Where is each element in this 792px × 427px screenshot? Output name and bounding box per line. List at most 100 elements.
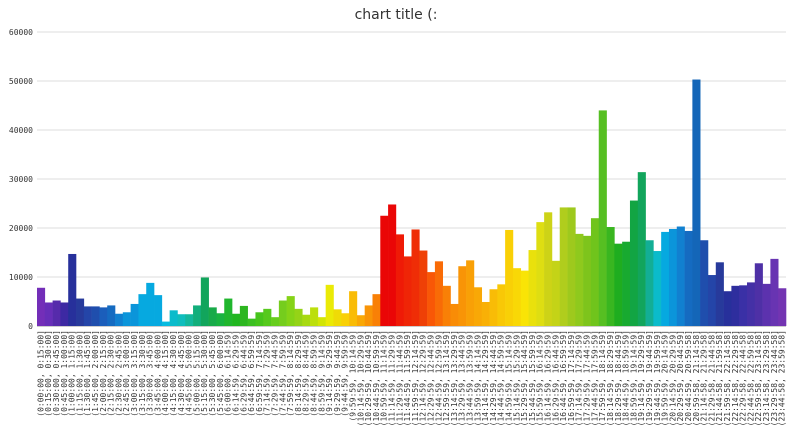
- x-tick-label: (12:14:59, 12:29:59]: [419, 330, 428, 426]
- x-tick-label: (16:14:59, 16:29:59]: [544, 330, 553, 426]
- x-tick-label: (10:44:59, 10:59:59]: [372, 330, 381, 426]
- bar: [434, 261, 444, 326]
- bar: [169, 310, 178, 326]
- x-tick-label: (9:29:59, 9:44:59]: [333, 330, 342, 417]
- x-tick-label: (3:00:00, 3:15:00]: [130, 330, 139, 417]
- x-tick-label: (13:59:59, 14:14:59]: [473, 330, 482, 426]
- x-tick-label: (11:44:59, 11:59:59]: [403, 330, 412, 426]
- x-tick-label: (18:44:59, 18:59:59]: [622, 330, 631, 426]
- bar: [380, 215, 389, 326]
- bar: [99, 307, 108, 326]
- x-tick-label: (1:30:00, 1:45:00]: [83, 330, 92, 417]
- chart-title: chart title (:: [355, 7, 438, 23]
- x-tick-label: (12:29:59, 12:44:59]: [427, 330, 436, 426]
- x-tick-label: (15:14:59, 15:29:59]: [512, 330, 521, 426]
- bar: [661, 231, 670, 326]
- bar: [606, 227, 615, 326]
- bar: [115, 313, 124, 326]
- x-tick-label: (5:30:00, 5:45:00]: [208, 330, 217, 417]
- x-tick-label: (10:59:59, 11:14:59]: [380, 330, 389, 426]
- bar: [450, 303, 459, 326]
- bar: [575, 233, 584, 326]
- x-tick-label: (15:59:59, 16:14:59]: [536, 330, 545, 426]
- x-tick-label: (4:45:00, 5:00:00]: [185, 330, 194, 417]
- bar: [466, 260, 475, 326]
- bar: [419, 250, 428, 326]
- x-tick-label: (22:14:58, 22:29:58]: [731, 330, 740, 426]
- bar: [83, 306, 92, 326]
- bar: [154, 295, 163, 326]
- x-tick-label: (4:30:00, 4:45:00]: [177, 330, 186, 417]
- bar: [731, 285, 740, 326]
- x-tick-label: (8:44:59, 8:59:59]: [309, 330, 318, 417]
- x-tick-label: (13:29:59, 13:44:59]: [458, 330, 467, 426]
- bar: [473, 287, 483, 326]
- bar: [629, 200, 639, 326]
- x-tick-label: (2:30:00, 2:45:00]: [114, 330, 123, 417]
- x-tick-label: (10:14:59, 10:29:59]: [356, 330, 365, 426]
- x-tick-label: (1:00:00, 1:15:00]: [68, 330, 77, 417]
- bar: [372, 294, 381, 326]
- bar: [653, 251, 662, 326]
- x-tick-label: (9:44:59, 9:59:59]: [341, 330, 350, 417]
- bar: [489, 289, 498, 326]
- x-tick-label: (0:45:00, 1:00:00]: [60, 330, 69, 417]
- y-tick-label: 50000: [9, 77, 33, 86]
- x-tick-label: (17:44:59, 17:59:59]: [590, 330, 599, 426]
- bar: [676, 226, 685, 326]
- x-tick-label: (11:59:59, 12:14:59]: [411, 330, 420, 426]
- bar: [746, 282, 756, 326]
- x-tick-label: (14:44:59, 14:59:59]: [497, 330, 506, 426]
- bar: [739, 285, 748, 326]
- bar: [310, 307, 319, 326]
- bar: [364, 305, 373, 326]
- x-tick-label: (16:44:59, 16:59:59]: [559, 330, 568, 426]
- bar: [544, 212, 553, 326]
- x-tick-label: (19:44:59, 19:59:59]: [653, 330, 662, 426]
- x-tick-label: (20:29:59, 20:44:59]: [676, 330, 685, 426]
- x-tick-label: (9:14:59, 9:29:59]: [325, 330, 334, 417]
- x-tick-label: (20:14:59, 20:29:59]: [668, 330, 677, 426]
- x-tick-label: (16:29:59, 16:44:59]: [551, 330, 560, 426]
- x-tick-label: (4:00:00, 4:15:00]: [161, 330, 170, 417]
- x-tick-label: (17:29:59, 17:44:59]: [583, 330, 592, 426]
- x-tick-label: (5:00:00, 5:15:00]: [192, 330, 201, 417]
- x-tick-label: (18:29:59, 18:44:59]: [614, 330, 623, 426]
- y-tick-label: 10000: [9, 273, 33, 282]
- bar: [598, 110, 607, 327]
- x-tick-label: (18:59:59, 19:14:59]: [629, 330, 638, 426]
- x-tick-label: (17:14:59, 17:29:59]: [575, 330, 584, 426]
- bar: [427, 272, 436, 326]
- x-tick-label: (15:44:59, 15:59:59]: [528, 330, 537, 426]
- x-tick-label: (16:59:59, 17:14:59]: [567, 330, 576, 426]
- x-tick-label: (7:14:59, 7:29:59]: [263, 330, 272, 417]
- bar: [44, 302, 53, 326]
- x-tick-label: (2:45:00, 3:00:00]: [122, 330, 131, 417]
- bar: [200, 277, 209, 326]
- x-tick-label: (2:15:00, 2:30:00]: [107, 330, 116, 417]
- bar: [278, 300, 287, 326]
- x-tick-label: (11:29:59, 11:44:59]: [395, 330, 404, 426]
- bar: [161, 321, 170, 326]
- bar: [528, 250, 537, 326]
- bar: [146, 282, 155, 326]
- bar: [403, 256, 412, 326]
- bar: [551, 260, 561, 326]
- bar: [247, 318, 256, 326]
- bar: [442, 285, 451, 326]
- bar: [622, 241, 631, 326]
- bar: [770, 258, 779, 326]
- x-tick-label: (6:59:59, 7:14:59]: [255, 330, 264, 417]
- x-tick-label: (6:29:59, 6:44:59]: [239, 330, 248, 417]
- x-tick-label: (14:14:59, 14:29:59]: [481, 330, 490, 426]
- bar: [567, 207, 576, 326]
- bar: [130, 303, 139, 326]
- x-tick-label: (10:29:59, 10:44:59]: [364, 330, 373, 426]
- bar: [239, 305, 248, 326]
- x-tick-label: (4:15:00, 4:30:00]: [169, 330, 178, 417]
- x-tick-label: (9:59:59, 10:14:59]: [348, 330, 357, 422]
- bar: [294, 308, 303, 326]
- y-tick-label: 20000: [9, 224, 33, 233]
- x-tick-label: (14:59:59, 15:14:59]: [505, 330, 514, 426]
